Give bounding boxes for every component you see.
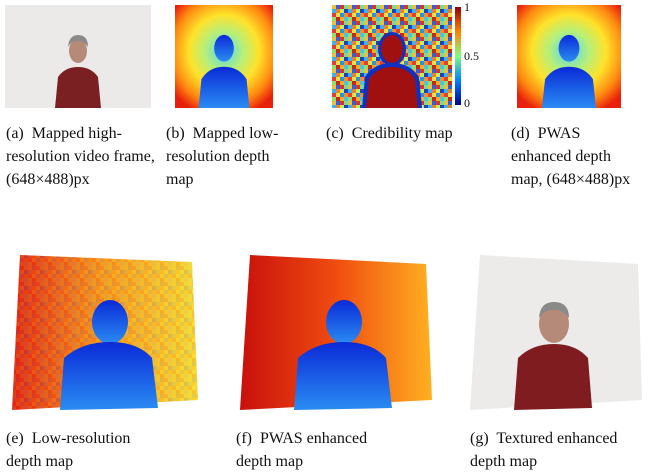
colorbar-tick: 1 — [464, 0, 470, 15]
caption-text: Textured enhanced depth map — [470, 430, 617, 470]
caption-text: Low-resolution depth map — [6, 430, 130, 470]
caption-label: (e) — [6, 430, 24, 447]
enhanced-depth — [517, 5, 621, 108]
caption: (a) Mapped high-resolution video frame, … — [6, 122, 156, 191]
textured-depth-3d — [470, 250, 642, 410]
figure: 1 0.5 0 (a) Mapped high-resolution video… — [0, 0, 654, 474]
caption-text: PWAS enhanced depth map — [236, 430, 367, 470]
caption-text: Credibility map — [352, 125, 453, 142]
colorbar — [455, 7, 461, 105]
credibility-map — [332, 5, 452, 108]
caption-label: (b) — [166, 125, 185, 142]
caption-text: Mapped high-resolution video frame, (648… — [6, 125, 155, 188]
enhanced-depth-3d — [240, 250, 432, 410]
caption: (d) PWAS enhanced depth map, (648×488)px — [511, 122, 641, 191]
caption: (b) Mapped low-resolution depth map — [166, 122, 284, 191]
caption-label: (a) — [6, 125, 24, 142]
mapped-depth — [175, 5, 273, 108]
video-frame — [5, 5, 151, 108]
caption-label: (c) — [326, 125, 344, 142]
caption: (f) PWAS enhanced depth map — [236, 427, 406, 473]
caption-label: (g) — [470, 430, 489, 447]
colorbar-tick: 0 — [464, 96, 470, 111]
caption-label: (d) — [511, 125, 530, 142]
caption: (g) Textured enhanced depth map — [470, 427, 650, 473]
caption-label: (f) — [236, 430, 252, 447]
caption: (c) Credibility map — [326, 122, 486, 145]
caption: (e) Low-resolution depth map — [6, 427, 166, 473]
colorbar-tick: 0.5 — [464, 49, 479, 64]
low-res-depth-3d — [12, 250, 198, 410]
